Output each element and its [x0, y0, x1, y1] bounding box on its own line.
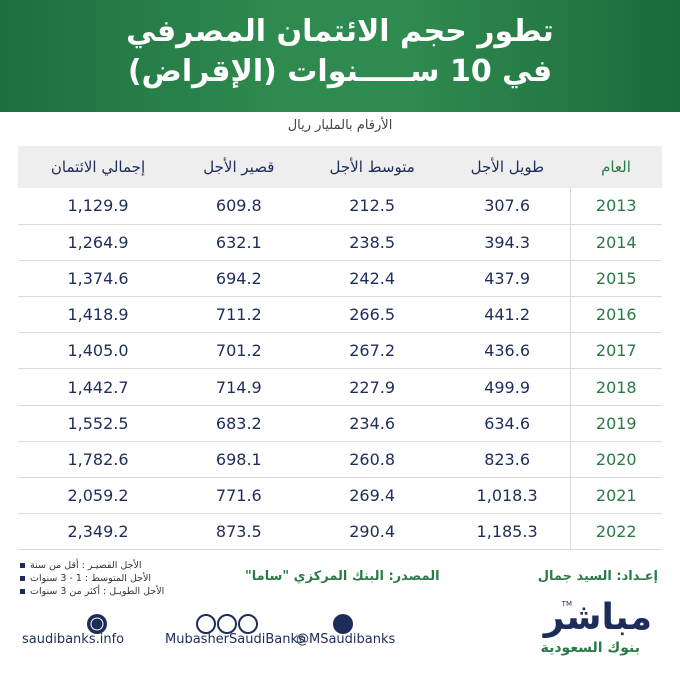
value-cell: 260.8 — [299, 441, 445, 479]
social-handle[interactable]: MubasherSaudiBanks — [165, 632, 305, 647]
year-cell: 2015 — [569, 260, 662, 298]
value-cell: 266.5 — [299, 296, 445, 334]
value-cell: 436.6 — [444, 332, 570, 370]
table-row: 2021 1,018.3 269.4 771.6 2,059.2 — [18, 477, 662, 515]
value-cell: 269.4 — [299, 477, 445, 515]
value-cell: 1,185.3 — [444, 513, 570, 551]
value-cell: 441.2 — [444, 296, 570, 334]
value-cell: 227.9 — [299, 368, 445, 406]
value-cell: 234.6 — [299, 405, 445, 442]
value-cell: 701.2 — [178, 332, 300, 370]
title: تطور حجم الائتمان المصرفي — [126, 14, 554, 49]
value-cell: 683.2 — [178, 405, 300, 442]
value-cell: 873.5 — [178, 513, 300, 551]
prepared-by: إعـداد: السيد جمال — [537, 569, 658, 584]
logo: مباشر — [543, 597, 652, 638]
value-cell: 1,442.7 — [18, 368, 179, 406]
column-header: طويل الأجل — [444, 146, 570, 188]
value-cell: 267.2 — [299, 332, 445, 370]
table-row: 2017 436.6 267.2 701.2 1,405.0 — [18, 332, 662, 370]
table-row: 2015 437.9 242.4 694.2 1,374.6 — [18, 260, 662, 298]
value-cell: 2,349.2 — [18, 513, 179, 551]
value-cell: 711.2 — [178, 296, 300, 334]
year-cell: 2013 — [569, 188, 662, 225]
column-header: متوسط الأجل — [299, 146, 445, 188]
subtitle: الأرقام بالمليار ريال — [287, 118, 393, 133]
value-cell: 2,059.2 — [18, 477, 179, 515]
value-cell: 823.6 — [444, 441, 570, 479]
value-cell: 771.6 — [178, 477, 300, 515]
year-cell: 2018 — [569, 368, 662, 406]
year-cell: 2017 — [569, 332, 662, 370]
value-cell: 694.2 — [178, 260, 300, 298]
value-cell: 634.6 — [444, 405, 570, 442]
logo-tm: TM — [561, 600, 572, 608]
title: (الإقراض) في 10 ســـــنوات — [127, 54, 553, 89]
column-header: قصير الأجل — [178, 146, 300, 188]
value-cell: 290.4 — [299, 513, 445, 551]
table-row: 2020 823.6 260.8 698.1 1,782.6 — [18, 441, 662, 479]
header: تطور حجم الائتمان المصرفي (الإقراض) في 1… — [0, 0, 680, 112]
year-cell: 2014 — [569, 224, 662, 261]
table-row: 2016 441.2 266.5 711.2 1,418.9 — [18, 296, 662, 334]
note: الأجل القصيـر : أقل من سنة — [20, 560, 200, 571]
table-row: 2018 499.9 227.9 714.9 1,442.7 — [18, 368, 662, 406]
value-cell: 1,374.6 — [18, 260, 179, 298]
year-cell: 2020 — [569, 441, 662, 479]
value-cell: 1,405.0 — [18, 332, 179, 370]
source: المصدر: البنك المركزي "ساما" — [245, 569, 440, 584]
value-cell: 1,018.3 — [444, 477, 570, 515]
value-cell: 1,552.5 — [18, 405, 179, 442]
table-row: 2013 307.6 212.5 609.8 1,129.9 — [18, 188, 662, 225]
value-cell: 307.6 — [444, 188, 570, 225]
value-cell: 714.9 — [178, 368, 300, 406]
value-cell: 499.9 — [444, 368, 570, 406]
value-cell: 1,782.6 — [18, 441, 179, 479]
value-cell: 238.5 — [299, 224, 445, 261]
website[interactable]: saudibanks.info — [22, 632, 125, 647]
value-cell: 242.4 — [299, 260, 445, 298]
value-cell: 1,129.9 — [18, 188, 179, 225]
value-cell: 1,264.9 — [18, 224, 179, 261]
column-header: إجمالي الائتمان — [18, 146, 179, 188]
value-cell: 437.9 — [444, 260, 570, 298]
year-cell: 2016 — [569, 296, 662, 334]
table-row: 2014 394.3 238.5 632.1 1,264.9 — [18, 224, 662, 261]
twitter[interactable]: @MSaudibanks — [296, 632, 396, 647]
value-cell: 632.1 — [178, 224, 300, 261]
value-cell: 394.3 — [444, 224, 570, 261]
data-table: العام طويل الأجل متوسط الأجل قصير الأجل إجما… — [18, 146, 662, 551]
year-cell: 2022 — [569, 513, 662, 551]
value-cell: 212.5 — [299, 188, 445, 225]
value-cell: 1,418.9 — [18, 296, 179, 334]
logo-tagline: بنوك السعودية — [540, 640, 640, 656]
value-cell: 698.1 — [178, 441, 300, 479]
value-cell: 609.8 — [178, 188, 300, 225]
icons — [87, 614, 353, 634]
year-cell: 2021 — [569, 477, 662, 515]
table-row: 2022 1,185.3 290.4 873.5 2,349.2 — [18, 513, 662, 551]
note: الأجل الطويـل : أكثر من 3 سنوات — [20, 586, 200, 597]
column-header: العام — [570, 146, 662, 188]
note: الأجل المتوسط : 1 - 3 سنوات — [20, 573, 200, 584]
year-cell: 2019 — [569, 405, 662, 442]
table-row: 2019 634.6 234.6 683.2 1,552.5 — [18, 405, 662, 442]
